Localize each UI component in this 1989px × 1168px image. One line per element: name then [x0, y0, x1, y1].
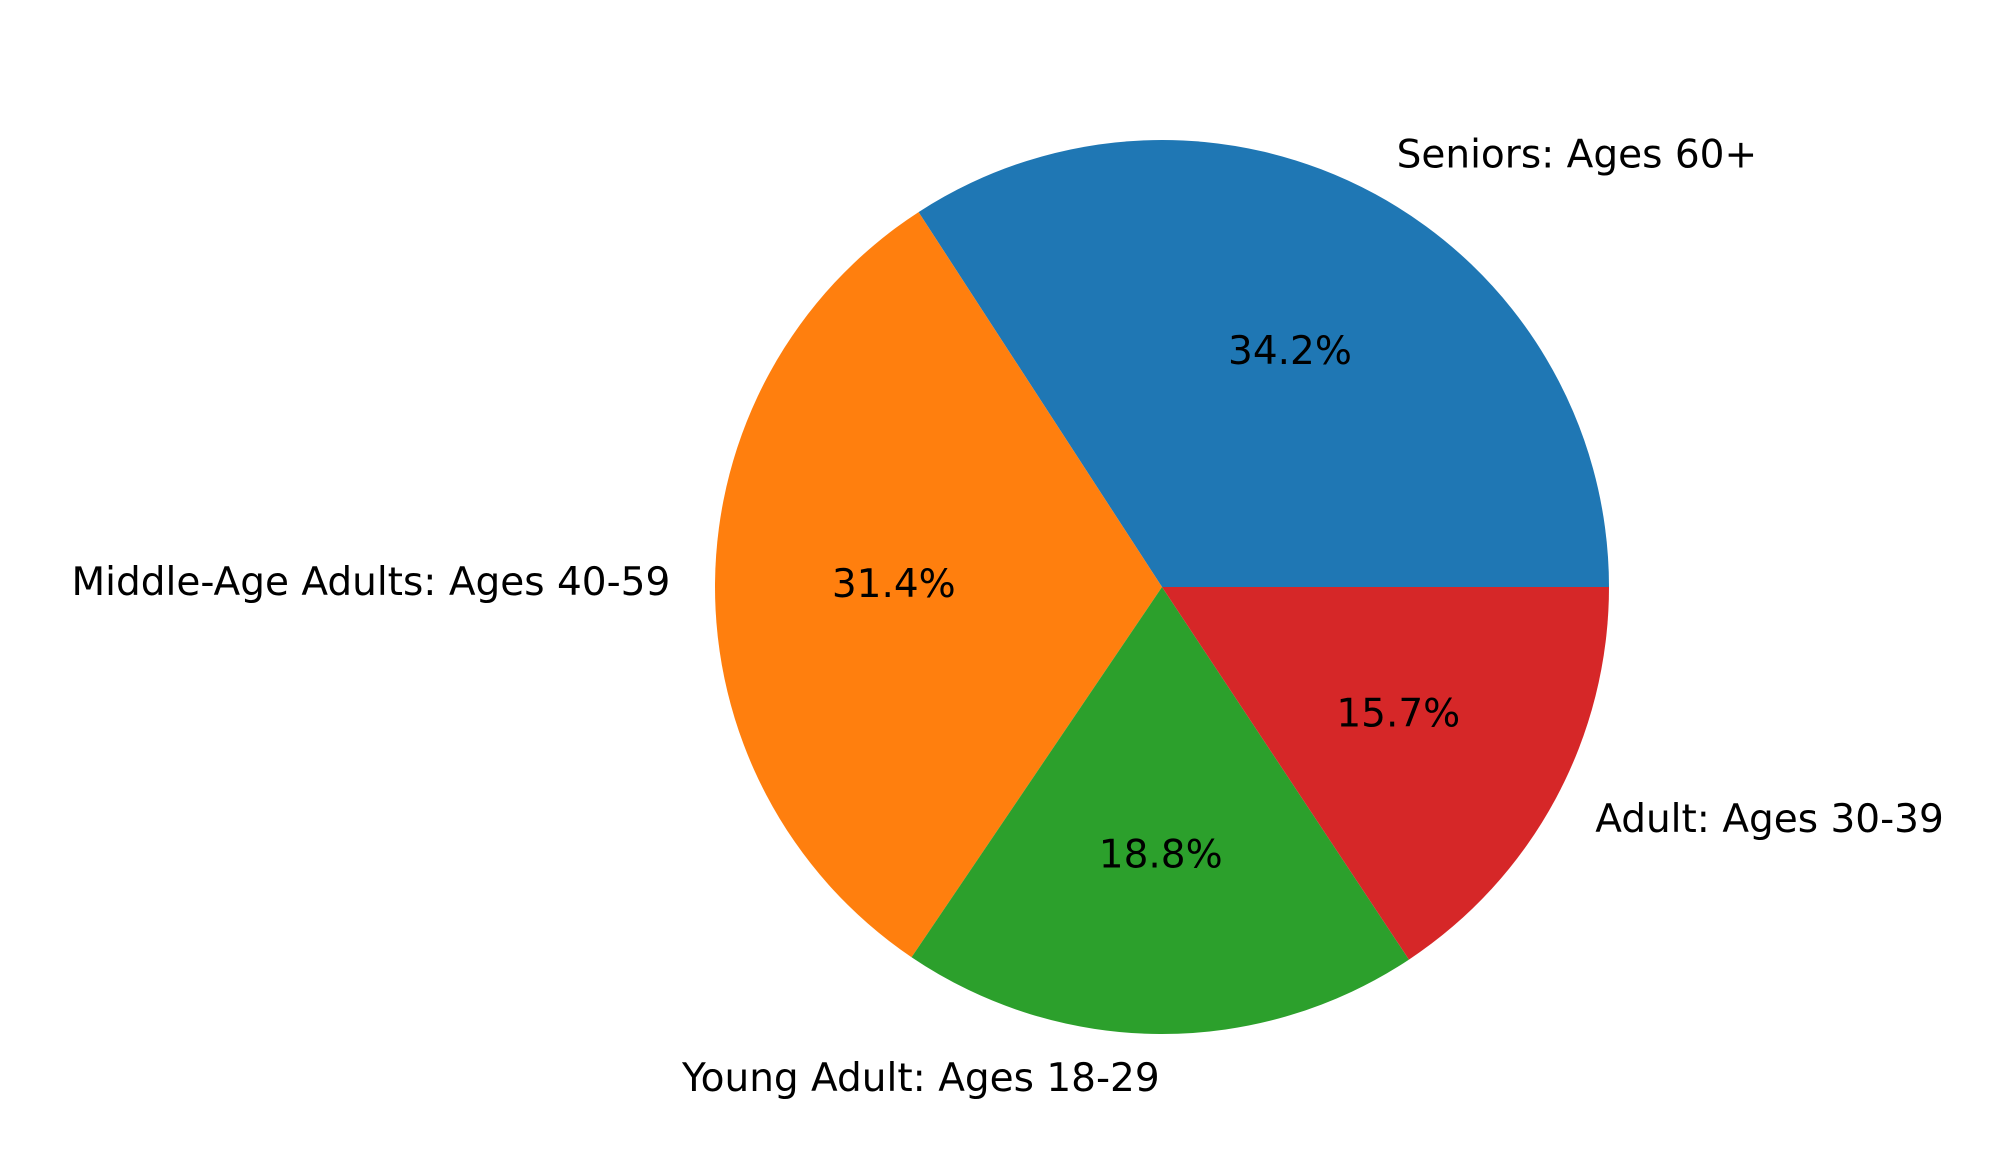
pie-slice-young-adult-ages-18-29 [911, 587, 1409, 1034]
percent-label-seniors-ages-60: 34.2% [1228, 329, 1352, 374]
pie-slice-adult-ages-30-39 [1162, 587, 1609, 960]
pie-slices [714, 140, 1609, 1034]
category-label-adult-ages-30-39: Adult: Ages 30-39 [1595, 797, 1944, 842]
category-label-seniors-ages-60: Seniors: Ages 60+ [1397, 132, 1758, 177]
pie-slice-seniors-ages-60 [918, 140, 1609, 588]
category-label-young-adult-ages-18-29: Young Adult: Ages 18-29 [681, 1056, 1160, 1101]
percent-label-middle-age-adults-ages-40-59: 31.4% [832, 562, 956, 607]
percent-label-young-adult-ages-18-29: 18.8% [1099, 833, 1223, 878]
pie-slice-middle-age-adults-ages-40-59 [714, 212, 1162, 958]
category-label-middle-age-adults-ages-40-59: Middle-Age Adults: Ages 40-59 [72, 560, 671, 605]
category-labels: Seniors: Ages 60+ Middle-Age Adults: Ages… [72, 132, 1944, 1101]
percent-labels: 34.2% 31.4% 18.8% 15.7% [832, 329, 1460, 878]
percent-label-adult-ages-30-39: 15.7% [1336, 691, 1460, 736]
